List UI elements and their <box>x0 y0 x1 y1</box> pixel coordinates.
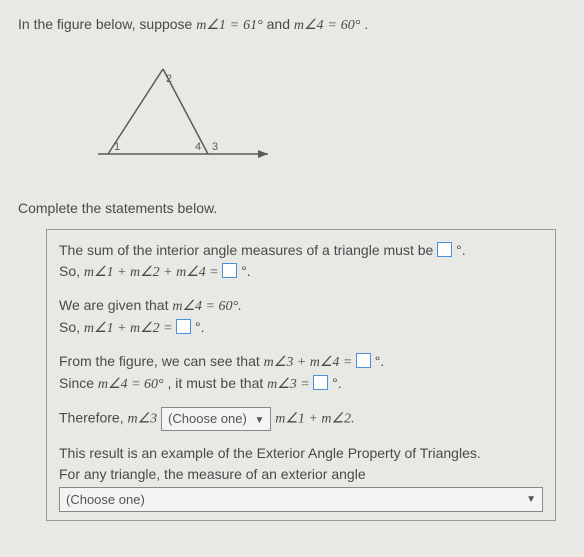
intro-prefix: In the figure below, suppose <box>18 16 196 32</box>
blank-input-3[interactable] <box>176 319 191 334</box>
vertex-4-label: 4 <box>195 141 201 153</box>
p4-prefix: Therefore, <box>59 409 127 425</box>
vertex-2-label: 2 <box>166 73 172 85</box>
chevron-down-icon: ▼ <box>526 492 536 507</box>
p1-l2-expr: m∠1 + m∠2 + m∠4 = <box>84 265 222 280</box>
intro-expr2-rhs: 60° <box>341 18 361 33</box>
p3-l2-expr2: m∠3 = <box>267 377 313 392</box>
para-4: Therefore, m∠3 (Choose one) ▼ m∠1 + m∠2. <box>59 407 543 431</box>
p5-l1: This result is an example of the Exterio… <box>59 445 481 461</box>
p3-l1-suffix: °. <box>375 353 385 369</box>
vertex-3-label: 3 <box>212 141 218 153</box>
intro-period: . <box>364 16 368 32</box>
para-5: This result is an example of the Exterio… <box>59 443 543 513</box>
p3-l2-mid: , it must be that <box>168 375 268 391</box>
p4-expr2: m∠1 + m∠2. <box>275 411 354 426</box>
p2-l2-suffix: °. <box>195 319 205 335</box>
relation-dropdown[interactable]: (Choose one) ▼ <box>161 407 271 431</box>
p5-l2: For any triangle, the measure of an exte… <box>59 466 366 482</box>
intro-expr1-lhs: m∠1 <box>196 18 226 33</box>
p3-l1-prefix: From the figure, we can see that <box>59 353 264 369</box>
intro-expr1-rhs: 61° <box>243 18 263 33</box>
para-2: We are given that m∠4 = 60°. So, m∠1 + m… <box>59 295 543 339</box>
p1-l1-suffix: °. <box>456 242 466 258</box>
blank-input-1[interactable] <box>437 242 452 257</box>
p2-l2-expr: m∠1 + m∠2 = <box>84 321 176 336</box>
dropdown-label: (Choose one) <box>168 411 247 426</box>
p3-l1-expr: m∠3 + m∠4 = <box>264 355 356 370</box>
p1-l1-text: The sum of the interior angle measures o… <box>59 242 437 258</box>
p3-l2-suffix: °. <box>332 375 342 391</box>
intro-and: and <box>267 16 294 32</box>
property-dropdown[interactable]: (Choose one) ▼ <box>59 487 543 513</box>
p3-l2-expr1: m∠4 = 60° <box>98 377 164 392</box>
chevron-down-icon: ▼ <box>254 413 264 428</box>
p2-l1-expr: m∠4 = 60°. <box>172 299 241 314</box>
intro-eq1: = <box>230 18 239 33</box>
section-label: Complete the statements below. <box>18 198 566 219</box>
p4-expr1: m∠3 <box>127 411 157 426</box>
dropdown-label-2: (Choose one) <box>66 492 145 507</box>
vertex-1-label: 1 <box>114 141 120 153</box>
p3-l2-prefix: Since <box>59 375 98 391</box>
p1-l2-prefix: So, <box>59 263 84 279</box>
blank-input-4[interactable] <box>356 353 371 368</box>
p1-l2-suffix: °. <box>241 263 251 279</box>
problem-intro: In the figure below, suppose m∠1 = 61° a… <box>18 14 566 36</box>
para-3: From the figure, we can see that m∠3 + m… <box>59 351 543 395</box>
p2-l1-prefix: We are given that <box>59 297 172 313</box>
blank-input-5[interactable] <box>313 375 328 390</box>
answer-box: The sum of the interior angle measures o… <box>46 229 556 521</box>
intro-expr2-lhs: m∠4 <box>294 18 324 33</box>
para-1: The sum of the interior angle measures o… <box>59 240 543 283</box>
p2-l2-prefix: So, <box>59 319 84 335</box>
blank-input-2[interactable] <box>222 263 237 278</box>
triangle-figure: 1 2 4 3 <box>68 54 566 180</box>
intro-eq2: = <box>327 18 336 33</box>
